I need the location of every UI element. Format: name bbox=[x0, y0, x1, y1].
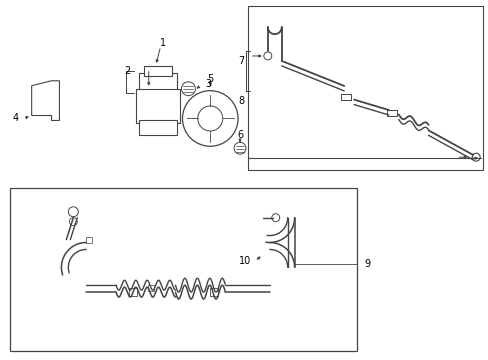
Bar bbox=[210, 288, 218, 296]
Text: 4: 4 bbox=[13, 113, 19, 123]
Polygon shape bbox=[32, 81, 60, 121]
Bar bbox=[10, 188, 356, 351]
Bar bbox=[247, 6, 482, 170]
Bar bbox=[386, 109, 396, 116]
Bar bbox=[136, 89, 179, 123]
Bar bbox=[129, 288, 137, 296]
Text: 9: 9 bbox=[364, 259, 369, 269]
Bar bbox=[147, 285, 153, 291]
Text: 10: 10 bbox=[238, 256, 251, 266]
Bar bbox=[86, 237, 92, 243]
Text: 1: 1 bbox=[159, 38, 165, 48]
Text: 8: 8 bbox=[237, 96, 244, 105]
Bar bbox=[143, 66, 171, 76]
Bar bbox=[139, 73, 176, 91]
Text: 6: 6 bbox=[237, 130, 243, 140]
Text: 2: 2 bbox=[123, 66, 130, 76]
Bar bbox=[341, 94, 350, 100]
Text: 5: 5 bbox=[207, 74, 213, 84]
Bar bbox=[139, 121, 176, 135]
Text: 3: 3 bbox=[205, 79, 211, 89]
Text: 7: 7 bbox=[237, 56, 244, 66]
